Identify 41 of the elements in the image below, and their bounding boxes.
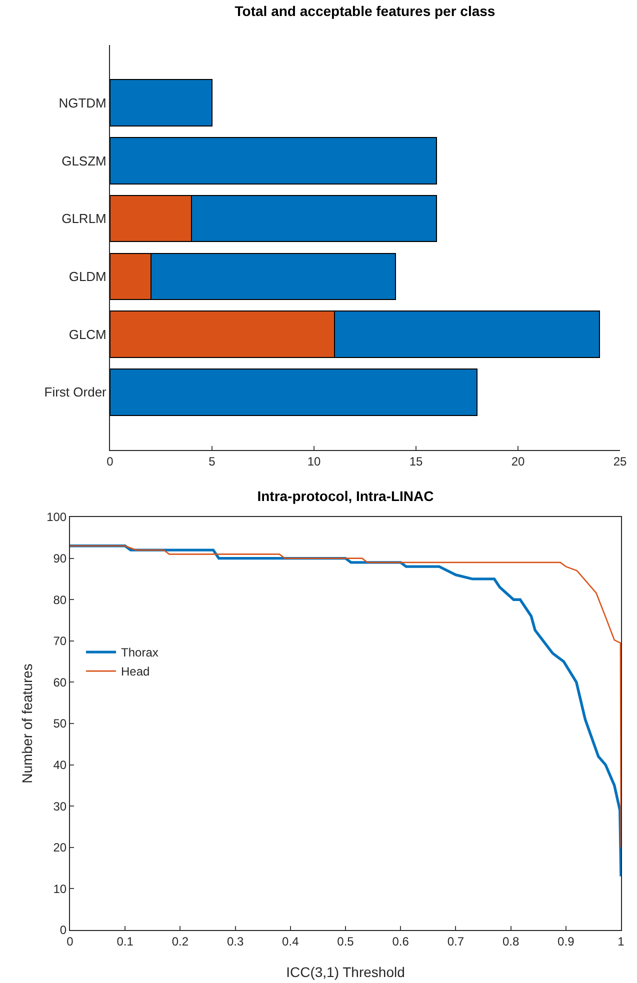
- bar: [110, 79, 212, 126]
- y-tick-label: First Order: [44, 384, 108, 400]
- y-tick-label: 70: [53, 634, 67, 648]
- x-tick-label: 25: [613, 454, 627, 468]
- x-tick-label: 10: [307, 454, 321, 468]
- x-tick-label: 5: [208, 454, 216, 468]
- x-tick-label: 1: [618, 934, 625, 948]
- bar: [110, 137, 437, 184]
- y-tick-label: GLCM: [68, 326, 106, 342]
- y-tick-label: 100: [46, 510, 67, 524]
- y-tick-label: 0: [60, 923, 67, 938]
- legend-label: Head: [121, 664, 150, 679]
- x-tick-label: 0.3: [226, 934, 244, 948]
- x-tick-label: 0.1: [116, 934, 134, 948]
- y-tick-label: 60: [53, 675, 67, 690]
- legend-label: Thorax: [121, 646, 158, 660]
- y-tick-label: 40: [53, 758, 67, 772]
- y-tick-label: 50: [53, 716, 67, 731]
- x-tick-label: 0.9: [558, 934, 575, 948]
- y-tick-label: 90: [53, 552, 67, 566]
- x-tick-label: 0.4: [282, 934, 300, 948]
- y-tick-label: 80: [53, 592, 67, 607]
- x-axis-title: ICC(3,1) Threshold: [286, 964, 405, 980]
- chart-title: Intra-protocol, Intra-LINAC: [257, 488, 434, 504]
- chart-title: Total and acceptable features per class: [234, 2, 496, 19]
- y-tick-label: GLDM: [68, 268, 106, 284]
- y-axis-title: Number of features: [19, 664, 35, 784]
- y-tick-label: GLRLM: [62, 211, 106, 226]
- x-tick-label: 0.2: [172, 934, 189, 948]
- y-tick-label: 30: [53, 799, 67, 814]
- y-tick-label: 10: [53, 882, 67, 896]
- x-tick-label: 0.5: [337, 934, 354, 948]
- x-tick-label: 15: [409, 454, 423, 468]
- x-tick-label: 20: [511, 454, 525, 468]
- y-tick-label: 20: [53, 840, 67, 855]
- x-tick-label: 0.8: [502, 934, 520, 948]
- x-tick-label: 0.7: [447, 934, 464, 948]
- bar: [110, 368, 478, 416]
- y-tick-label: GLSZM: [62, 153, 106, 168]
- y-tick-label: NGTDM: [58, 95, 106, 110]
- x-tick-label: 0.6: [392, 934, 410, 948]
